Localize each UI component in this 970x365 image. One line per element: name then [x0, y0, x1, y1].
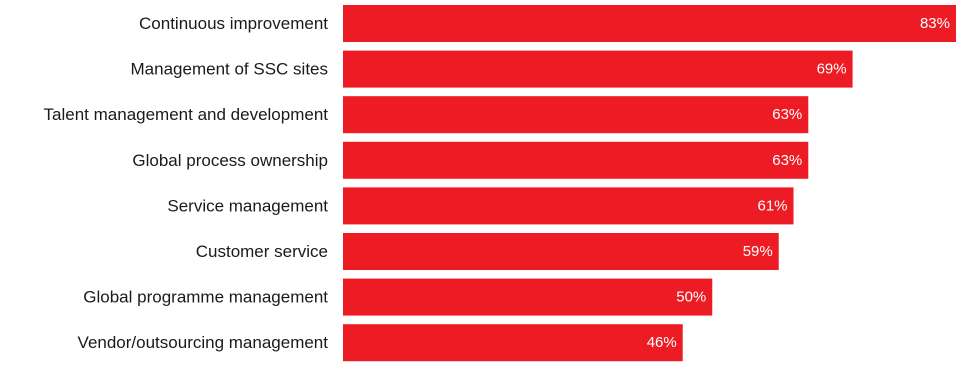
category-labels-layer: Continuous improvement Management of SSC … — [44, 14, 329, 352]
bar — [343, 50, 853, 88]
value-label: 46% — [647, 334, 677, 351]
category-label: Management of SSC sites — [131, 60, 328, 79]
bar — [343, 233, 779, 270]
value-label: 63% — [772, 152, 802, 169]
category-label: Global process ownership — [132, 151, 328, 170]
category-label: Customer service — [196, 242, 328, 261]
category-label: Talent management and development — [44, 105, 329, 124]
value-label: 59% — [743, 243, 773, 260]
category-label: Vendor/outsourcing management — [78, 333, 329, 352]
bar — [343, 5, 956, 42]
category-label: Global programme management — [83, 288, 328, 307]
value-labels-layer: 83% 69% 63% 63% 61% 59% 50% 46% — [647, 15, 950, 351]
bar — [343, 324, 683, 362]
bar — [343, 96, 809, 134]
value-label: 83% — [920, 15, 950, 32]
bar — [343, 187, 794, 225]
bar — [343, 278, 713, 316]
category-label: Service management — [167, 196, 328, 215]
value-label: 63% — [772, 106, 802, 123]
value-label: 61% — [757, 197, 787, 214]
value-label: 50% — [676, 289, 706, 306]
bar — [343, 141, 809, 179]
bars-layer — [343, 5, 956, 362]
value-label: 69% — [817, 61, 847, 78]
category-label: Continuous improvement — [139, 14, 328, 33]
